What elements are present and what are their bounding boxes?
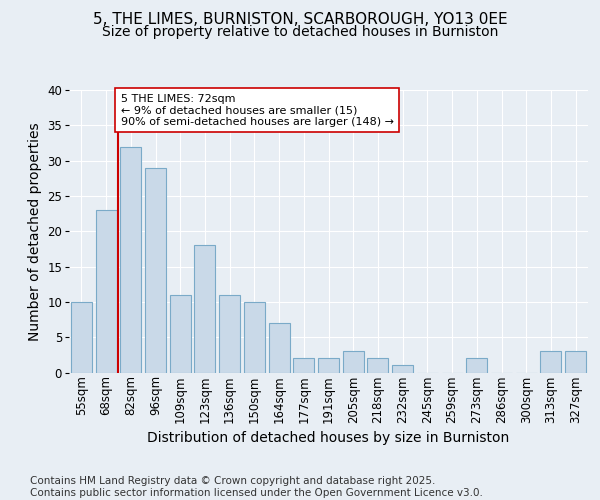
Bar — [343, 352, 364, 372]
Bar — [194, 246, 215, 372]
Bar — [219, 295, 240, 372]
X-axis label: Distribution of detached houses by size in Burniston: Distribution of detached houses by size … — [148, 431, 509, 445]
Bar — [318, 358, 339, 372]
Bar — [170, 295, 191, 372]
Bar — [392, 366, 413, 372]
Bar — [120, 146, 141, 372]
Text: Size of property relative to detached houses in Burniston: Size of property relative to detached ho… — [102, 25, 498, 39]
Text: Contains HM Land Registry data © Crown copyright and database right 2025.
Contai: Contains HM Land Registry data © Crown c… — [30, 476, 483, 498]
Bar — [71, 302, 92, 372]
Bar — [466, 358, 487, 372]
Bar — [541, 352, 562, 372]
Bar — [367, 358, 388, 372]
Bar — [145, 168, 166, 372]
Text: 5, THE LIMES, BURNISTON, SCARBOROUGH, YO13 0EE: 5, THE LIMES, BURNISTON, SCARBOROUGH, YO… — [92, 12, 508, 28]
Bar — [269, 323, 290, 372]
Text: 5 THE LIMES: 72sqm
← 9% of detached houses are smaller (15)
90% of semi-detached: 5 THE LIMES: 72sqm ← 9% of detached hous… — [121, 94, 394, 126]
Y-axis label: Number of detached properties: Number of detached properties — [28, 122, 41, 340]
Bar — [565, 352, 586, 372]
Bar — [95, 210, 116, 372]
Bar — [244, 302, 265, 372]
Bar — [293, 358, 314, 372]
